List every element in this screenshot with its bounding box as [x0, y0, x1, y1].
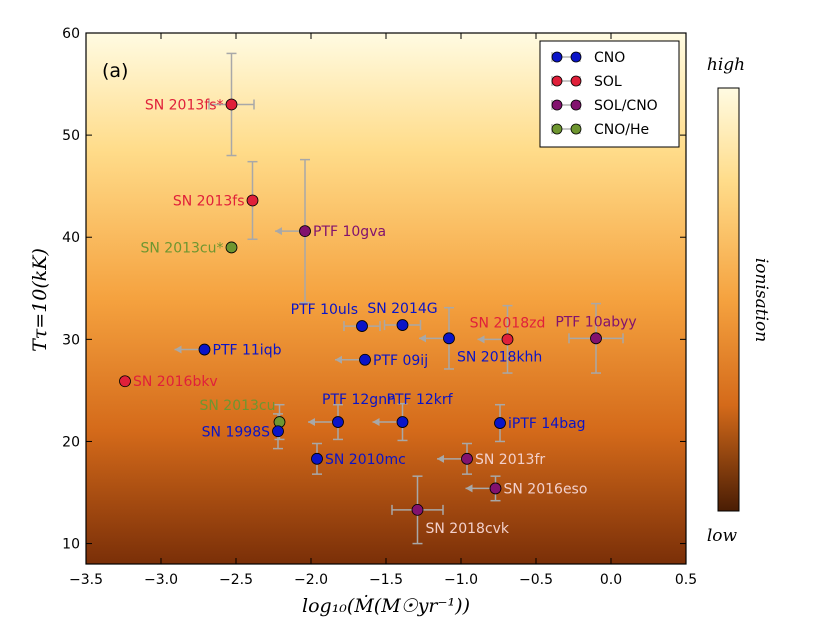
- upper-limit-arrowhead: [477, 335, 485, 344]
- data-point: [225, 241, 238, 254]
- data-point: [494, 417, 506, 429]
- y-tick-label: 30: [62, 332, 80, 348]
- y-tick-label: 60: [62, 26, 80, 42]
- upper-limit-arrowhead: [308, 418, 315, 427]
- data-point: [299, 225, 311, 238]
- point-label: SN 2014G: [367, 301, 437, 317]
- legend-marker: [570, 123, 582, 135]
- data-point: [198, 343, 211, 356]
- y-tick-label: 20: [62, 434, 80, 450]
- point-label: SN 2010mc: [325, 452, 406, 468]
- point-label: SN 2013cu: [199, 398, 275, 414]
- upper-limit-arrowhead: [275, 227, 282, 236]
- y-axis-label: Tτ=10(kK): [29, 248, 51, 352]
- data-point: [356, 320, 368, 332]
- point-label: SN 2016eso: [504, 481, 588, 497]
- upper-limit-arrowhead: [174, 345, 182, 354]
- upper-limit-arrowhead: [335, 355, 342, 364]
- x-tick-label: −3.5: [69, 572, 103, 588]
- colorbar-gradient: [717, 87, 740, 512]
- data-point: [246, 194, 259, 207]
- colorbar-bottom-label: low: [707, 526, 738, 546]
- x-tick-label: −1.0: [444, 572, 478, 588]
- data-point: [489, 482, 502, 495]
- point-label: SN 2018cvk: [426, 521, 510, 537]
- point-label: SN 2013cu*: [140, 240, 223, 256]
- data-point: [311, 452, 323, 465]
- point-label: SN 2018khh: [457, 349, 542, 365]
- panel-label: (a): [102, 60, 128, 82]
- y-tick-label: 10: [62, 537, 80, 553]
- y-tick-label: 50: [62, 128, 80, 144]
- x-axis-label: log₁₀(Ṁ(M☉yr⁻¹)): [302, 594, 470, 617]
- point-label: PTF 09ij: [373, 353, 428, 369]
- data-point: [332, 416, 344, 428]
- colorbar-top-label: high: [707, 55, 745, 75]
- point-label: SN 1998S: [202, 424, 270, 440]
- legend-label: SOL: [594, 74, 622, 90]
- colorbar: high low ionisation: [707, 55, 771, 546]
- point-label: SN 2013fs*: [145, 97, 224, 113]
- legend-label: CNO: [594, 50, 625, 66]
- data-point: [443, 332, 455, 345]
- legend-marker: [551, 123, 563, 135]
- point-label: SN 2013fs: [173, 193, 245, 209]
- data-point: [359, 353, 371, 366]
- x-tick-label: −2.5: [219, 572, 253, 588]
- data-point: [501, 333, 514, 346]
- x-tick-label: 0.0: [600, 572, 622, 588]
- colorbar-side-label: ionisation: [751, 258, 771, 342]
- data-point: [225, 98, 238, 111]
- legend-marker: [570, 75, 582, 87]
- upper-limit-arrowhead: [419, 334, 426, 343]
- point-label: PTF 12gnn: [322, 392, 396, 408]
- x-tick-label: 0.5: [675, 572, 697, 588]
- x-tick-label: −0.5: [519, 572, 553, 588]
- legend-marker: [551, 99, 563, 111]
- data-point: [461, 452, 473, 465]
- y-tick-label: 40: [62, 230, 80, 246]
- data-point: [272, 425, 284, 438]
- upper-limit-arrows: [174, 227, 502, 493]
- data-point: [396, 319, 409, 331]
- x-tick-label: −3.0: [144, 572, 178, 588]
- data-point: [119, 375, 131, 388]
- legend-label: CNO/He: [594, 122, 649, 138]
- point-label: PTF 10abyy: [555, 314, 636, 330]
- point-label: SN 2016bkv: [133, 374, 218, 390]
- point-label: PTF 10gva: [313, 224, 386, 240]
- point-label: iPTF 14bag: [508, 416, 586, 432]
- point-label: SN 2013fr: [475, 452, 545, 468]
- point-labels: SN 2013fs* SN 2013fs PTF 10gva SN 2013cu* PT…: [133, 97, 637, 536]
- point-label: PTF 12krf: [387, 392, 454, 408]
- legend-marker: [570, 51, 582, 63]
- point-label: PTF 10uls: [291, 302, 358, 318]
- data-point: [590, 332, 602, 345]
- upper-limit-arrowhead: [437, 454, 444, 463]
- x-tick-label: −2.0: [294, 572, 328, 588]
- data-point: [411, 503, 424, 516]
- point-label: PTF 11iqb: [213, 343, 282, 359]
- legend-marker: [570, 99, 582, 111]
- legend-marker: [551, 51, 563, 63]
- x-tick-label: −1.5: [369, 572, 403, 588]
- data-point: [396, 416, 409, 428]
- legend: CNO SOL SOL/CNO CNO/He: [539, 40, 680, 148]
- legend-marker: [551, 75, 563, 87]
- legend-label: SOL/CNO: [594, 98, 658, 114]
- x-axis-ticks: −3.5 −3.0 −2.5 −2.0 −1.5 −1.0 −0.5 0.0 0.5: [69, 33, 697, 588]
- point-label: SN 2018zd: [470, 315, 546, 331]
- y-axis-ticks: 10 20 30 40 50 60: [62, 26, 686, 553]
- upper-limit-arrowhead: [372, 418, 380, 427]
- upper-limit-arrowhead: [465, 484, 473, 493]
- data-points: [119, 98, 602, 516]
